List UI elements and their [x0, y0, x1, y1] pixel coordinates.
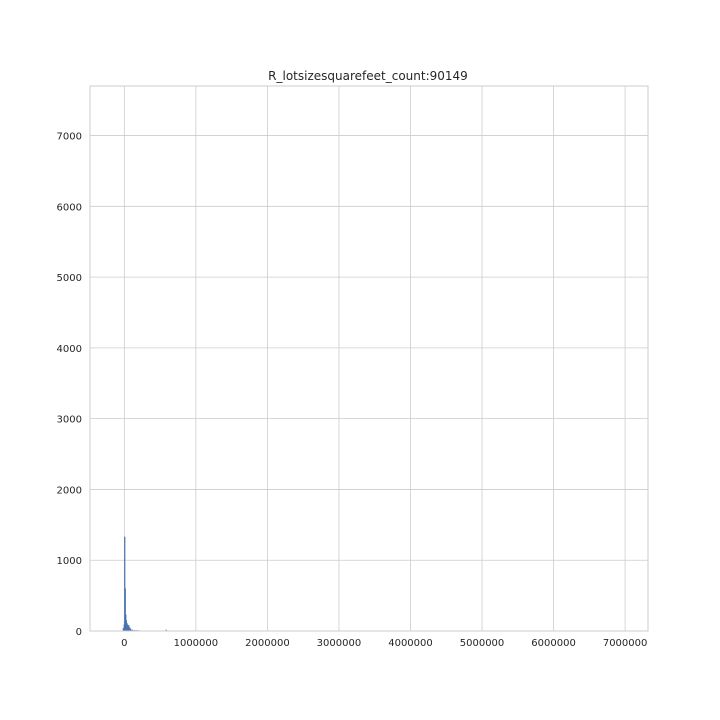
x-axis-tick-labels: 0 1000000 2000000 3000000 4000000 5000000 6000…: [121, 638, 647, 649]
y-tick-label: 3000: [57, 415, 82, 426]
x-tick-label: 4000000: [388, 638, 433, 649]
x-tick-label: 2000000: [245, 638, 290, 649]
x-tick-label: 3000000: [317, 638, 362, 649]
y-tick-label: 6000: [57, 202, 82, 213]
histogram-bars: [122, 536, 197, 632]
y-axis-tick-labels: 0 1000 2000 3000 4000 5000 6000 7000: [57, 132, 82, 638]
x-tick-label: 5000000: [460, 638, 505, 649]
plot-frame: [89, 85, 649, 632]
y-tick-label: 4000: [57, 344, 82, 355]
y-tick-label: 0: [76, 627, 82, 638]
x-tick-label: 6000000: [531, 638, 576, 649]
grid-lines: [90, 86, 648, 632]
x-tick-label: 0: [121, 638, 127, 649]
x-tick-label: 7000000: [603, 638, 648, 649]
x-tick-label: 1000000: [174, 638, 219, 649]
y-tick-label: 7000: [57, 132, 82, 143]
chart-title: R_lotsizesquarefeet_count:90149: [268, 69, 468, 83]
y-tick-label: 1000: [57, 556, 82, 567]
y-tick-label: 2000: [57, 485, 82, 496]
y-tick-label: 5000: [57, 273, 82, 284]
